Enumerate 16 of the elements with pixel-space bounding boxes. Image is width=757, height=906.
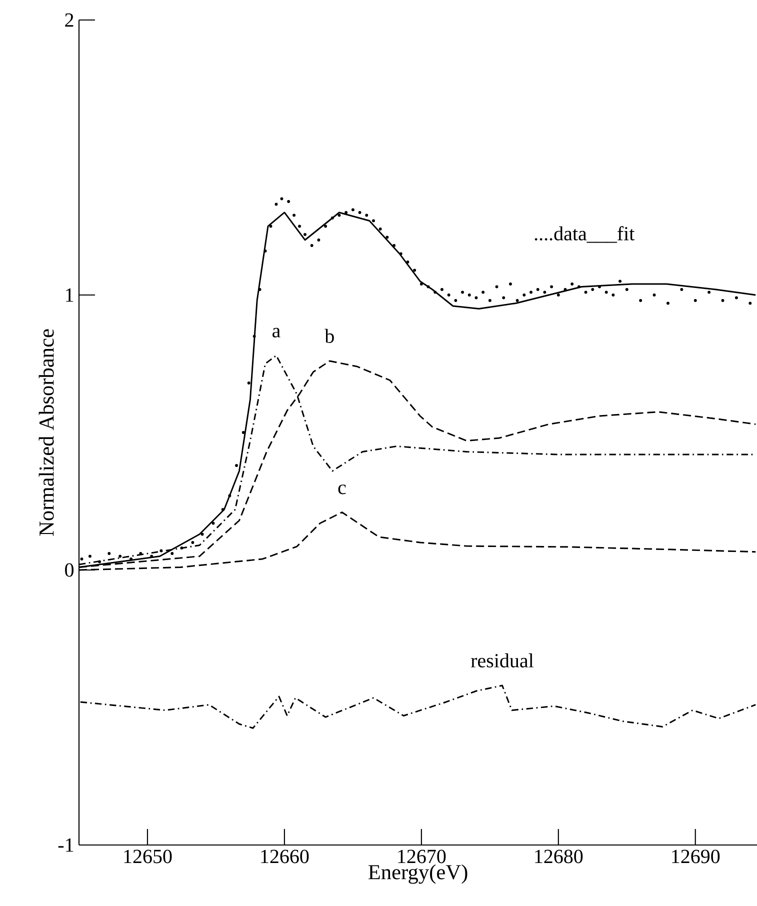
x-tick-label: 12680	[535, 850, 583, 864]
series-label: b	[324, 328, 334, 343]
y-tick-label: 2	[65, 13, 74, 27]
x-tick-label: 12670	[398, 850, 446, 864]
x-tick-label: 12660	[261, 850, 309, 864]
y-axis-title: Normalized Absorbance	[38, 329, 54, 536]
y-tick-label: 0	[65, 563, 74, 577]
x-axis-title: Energy(eV)	[368, 864, 468, 884]
series-label: c	[338, 484, 346, 494]
series-label: residual	[470, 653, 534, 668]
x-tick-label: 12650	[124, 850, 172, 864]
y-tick-label: 1	[66, 288, 74, 302]
annotation: ....data___fit	[534, 226, 635, 243]
x-tick-label: 12690	[672, 850, 720, 864]
y-tick-label: -1	[58, 838, 74, 852]
series-label: a	[272, 328, 280, 338]
